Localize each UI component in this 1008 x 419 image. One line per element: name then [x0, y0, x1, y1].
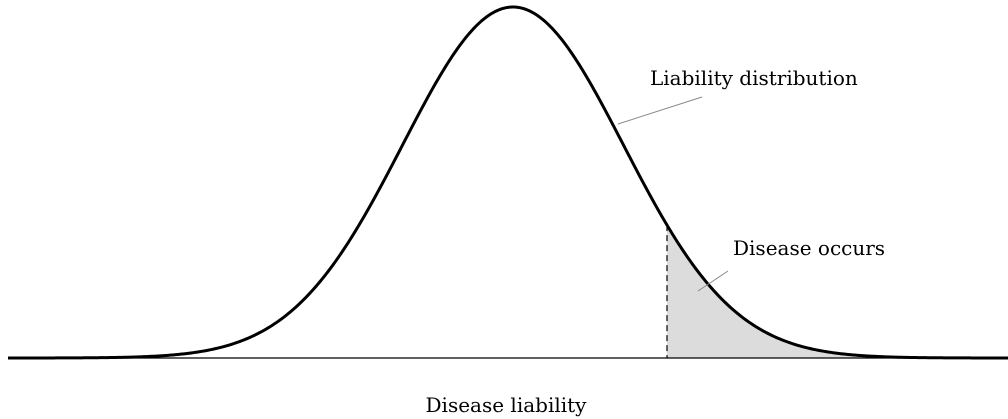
leader-line [697, 270, 729, 292]
tail-label: Disease occurs [733, 236, 885, 260]
curve-label: Liability distribution [650, 66, 858, 90]
axis-label: Disease liability [426, 393, 588, 417]
distribution-curve [8, 5, 1008, 360]
leader-line [617, 96, 703, 125]
